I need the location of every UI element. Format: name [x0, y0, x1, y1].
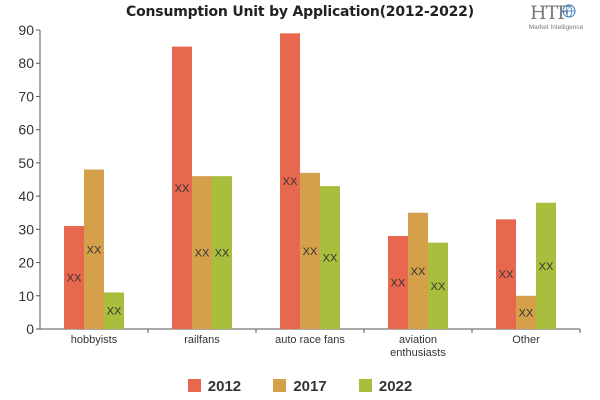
y-tick-label: 0 — [26, 321, 34, 337]
legend-label-2017: 2017 — [293, 378, 327, 395]
bar-2017 — [84, 169, 104, 329]
bar-2022 — [428, 242, 448, 329]
y-tick-label: 60 — [18, 122, 34, 138]
x-tick-label: hobbyists — [71, 334, 118, 346]
legend-item-2017: 2017 — [273, 378, 327, 395]
x-tick-label: aviation enthusiasts — [390, 334, 446, 359]
y-tick-label: 80 — [18, 55, 34, 71]
data-label: XX — [87, 244, 102, 256]
legend-label-2022: 2022 — [378, 378, 413, 395]
bar-2022 — [212, 176, 232, 329]
data-label: XX — [215, 248, 230, 260]
bar-2017 — [408, 212, 428, 329]
y-tick-label: 70 — [18, 88, 34, 104]
legend-item-2022: 2022 — [358, 378, 413, 395]
data-label: XX — [499, 269, 514, 281]
bar-2017 — [192, 176, 212, 329]
bar-2012 — [172, 46, 192, 329]
legend-swatch-2012 — [187, 379, 201, 392]
bar-2022 — [104, 292, 124, 329]
data-label: XX — [195, 248, 210, 260]
data-label: XX — [67, 273, 82, 285]
legend: 2012 2017 2022 — [0, 378, 600, 395]
data-label: XX — [519, 307, 534, 319]
y-tick-label: 90 — [18, 22, 34, 38]
y-tick-label: 40 — [18, 188, 34, 204]
chart-title: Consumption Unit by Application(2012-202… — [126, 4, 474, 20]
y-tick-label: 50 — [18, 155, 34, 171]
legend-item-2012: 2012 — [187, 378, 242, 395]
logo-subtext: Market Intelligence — [528, 24, 584, 31]
bar-2012 — [496, 219, 516, 329]
legend-swatch-2017 — [273, 379, 287, 392]
data-label: XX — [107, 306, 122, 318]
bar-2012 — [280, 33, 300, 329]
y-tick-label: 20 — [18, 255, 34, 271]
logo-text: HTF — [530, 2, 570, 24]
bar-2017 — [300, 172, 320, 329]
bar-2012 — [64, 226, 84, 329]
bar-2022 — [320, 186, 340, 329]
legend-swatch-2022 — [358, 379, 372, 392]
data-label: XX — [175, 183, 190, 195]
data-label: XX — [323, 253, 338, 265]
htf-logo: HTF Market Intelligence — [526, 2, 586, 36]
x-tick-label: railfans — [184, 334, 220, 346]
globe-icon — [562, 4, 576, 18]
bar-2012 — [388, 235, 408, 329]
y-tick-label: 30 — [18, 221, 34, 237]
x-tick-label: Other — [512, 334, 540, 346]
bar-2022 — [536, 202, 556, 329]
legend-label-2012: 2012 — [207, 378, 242, 395]
bar-2017 — [516, 295, 536, 329]
data-label: XX — [539, 261, 554, 273]
data-label: XX — [431, 281, 446, 293]
data-label: XX — [283, 176, 298, 188]
x-tick-label: auto race fans — [275, 334, 345, 346]
data-label: XX — [391, 277, 406, 289]
data-label: XX — [411, 266, 426, 278]
y-tick-label: 10 — [18, 288, 34, 304]
data-label: XX — [303, 246, 318, 258]
